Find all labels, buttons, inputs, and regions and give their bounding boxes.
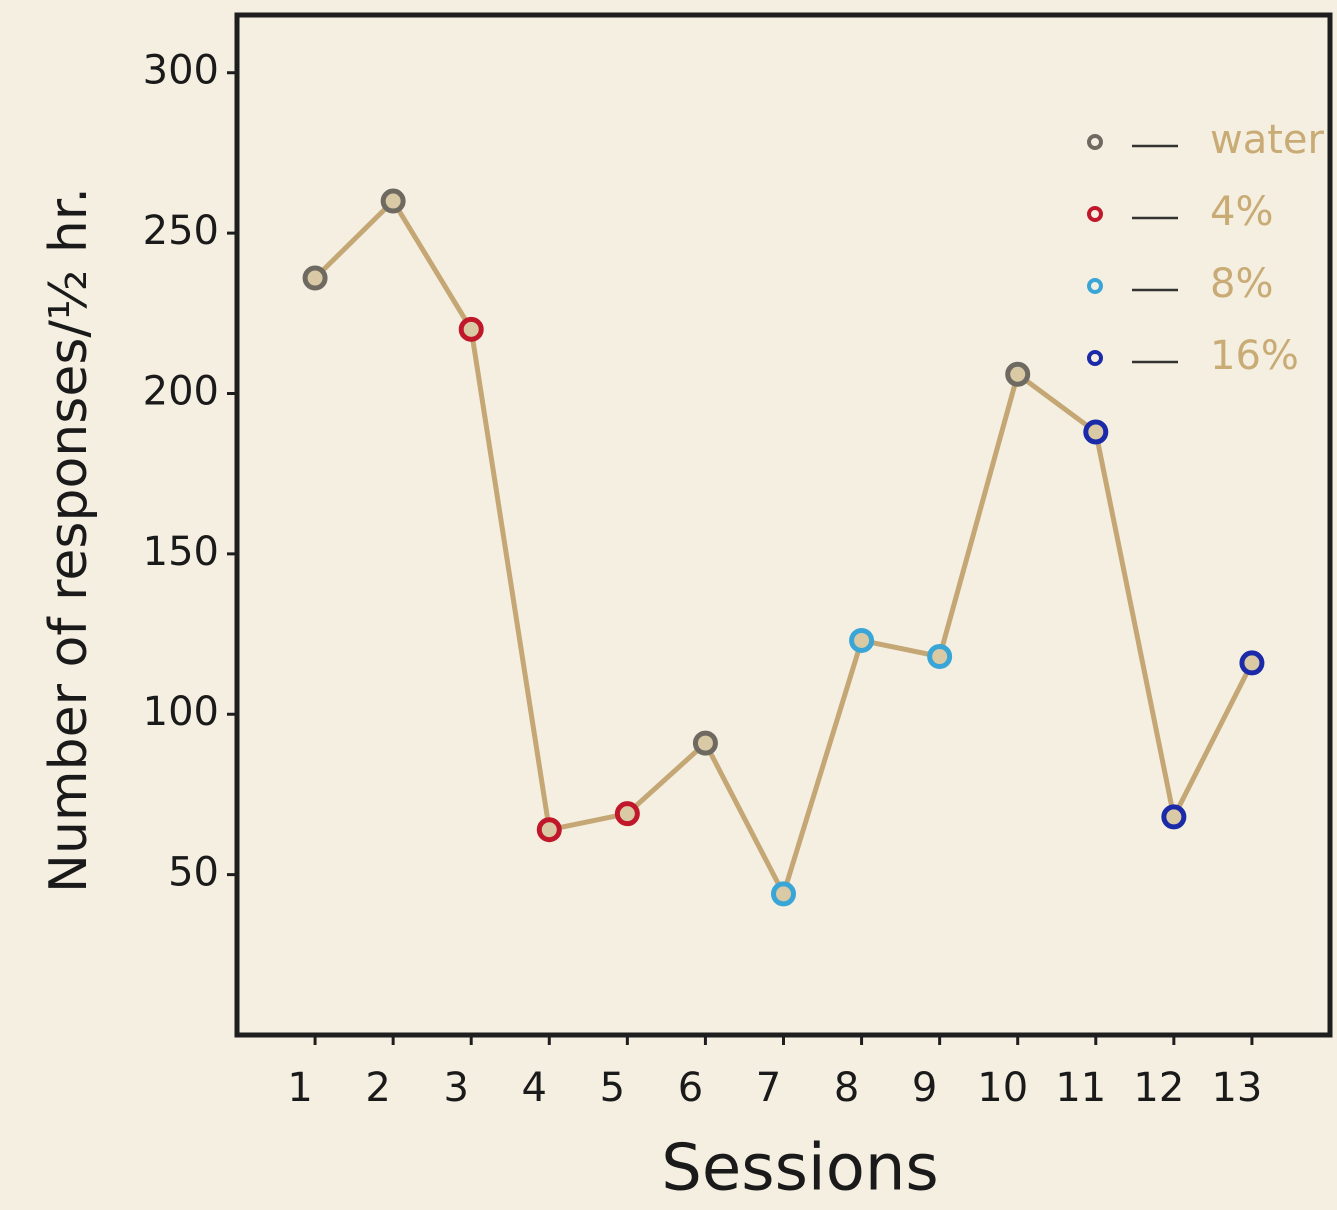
x-tick-label: 12 — [1133, 1065, 1184, 1111]
data-point — [1164, 807, 1184, 827]
data-point — [1008, 364, 1028, 384]
x-tick-label: 7 — [756, 1065, 781, 1111]
y-tick-label: 250 — [143, 208, 219, 254]
data-point — [1242, 653, 1262, 673]
x-tick-label: 3 — [443, 1065, 468, 1111]
x-tick-label: 8 — [834, 1065, 859, 1111]
x-tick-label: 13 — [1211, 1065, 1262, 1111]
legend-label: 8% — [1210, 261, 1273, 307]
data-point — [617, 804, 637, 824]
data-point — [1086, 422, 1106, 442]
x-tick-label: 4 — [522, 1065, 547, 1111]
y-tick-label: 200 — [143, 368, 219, 414]
chart: Sessions Number of responses/½ hr. 50 100… — [0, 0, 1337, 1210]
data-point — [461, 319, 481, 339]
x-tick-label: 1 — [287, 1065, 312, 1111]
x-tick-label: 11 — [1055, 1065, 1106, 1111]
legend-label: water — [1210, 117, 1325, 163]
legend-label: 4% — [1210, 189, 1273, 235]
data-point — [930, 647, 950, 667]
x-tick-label: 2 — [365, 1065, 390, 1111]
x-tick-label: 10 — [977, 1065, 1028, 1111]
data-point — [774, 884, 794, 904]
data-point — [539, 820, 559, 840]
x-tick-label: 6 — [678, 1065, 703, 1111]
x-tick-label: 5 — [600, 1065, 625, 1111]
data-point — [852, 630, 872, 650]
y-axis-label: Number of responses/½ hr. — [39, 187, 99, 893]
y-tick-label: 300 — [143, 48, 219, 94]
data-point — [305, 268, 325, 288]
legend-label: 16% — [1210, 333, 1299, 379]
y-tick-label: 150 — [143, 529, 219, 575]
y-tick-label: 100 — [143, 689, 219, 735]
data-point — [383, 191, 403, 211]
paper — [0, 0, 1337, 1210]
x-axis-label: Sessions — [661, 1132, 939, 1206]
y-tick-label: 50 — [168, 850, 219, 896]
x-tick-label: 9 — [912, 1065, 937, 1111]
data-point — [695, 733, 715, 753]
